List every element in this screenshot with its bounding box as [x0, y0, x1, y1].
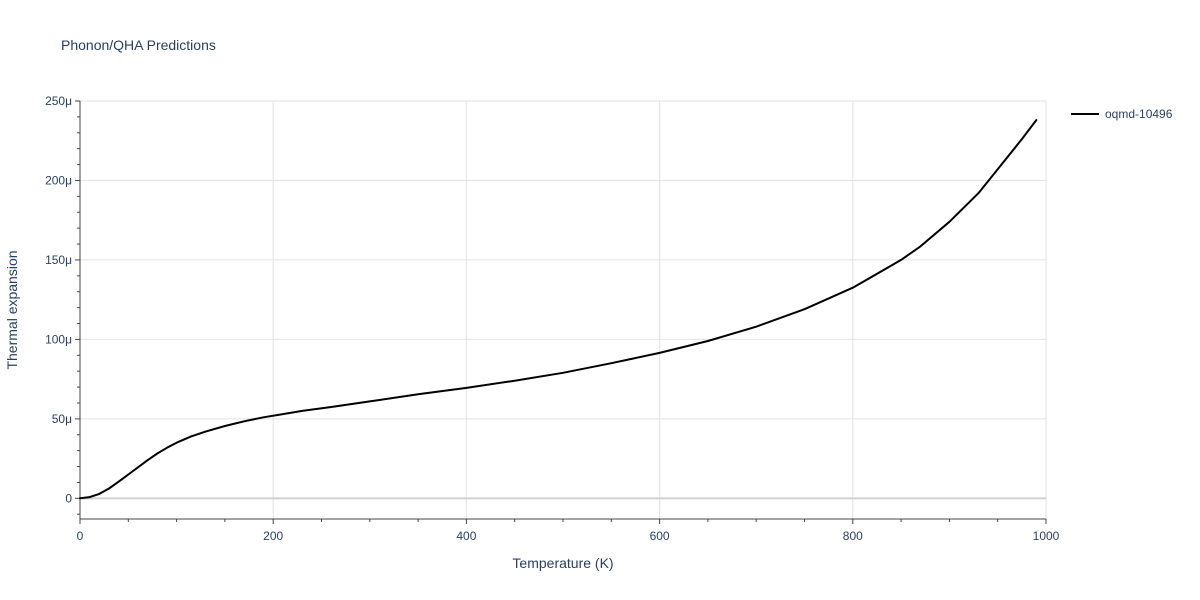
x-tick-label: 0 — [77, 529, 84, 543]
x-tick-label: 1000 — [1033, 529, 1060, 543]
legend-label: oqmd-10496 — [1105, 107, 1173, 121]
x-axis-title: Temperature (K) — [512, 555, 613, 571]
y-tick-label: 250μ — [45, 94, 72, 108]
y-tick-label: 150μ — [45, 253, 72, 267]
y-tick-label: 100μ — [45, 332, 72, 346]
legend[interactable]: oqmd-10496 — [1071, 107, 1173, 121]
y-tick-label: 200μ — [45, 173, 72, 187]
axes — [75, 100, 1047, 524]
x-tick-label: 200 — [263, 529, 283, 543]
y-axis-title: Thermal expansion — [4, 250, 20, 369]
x-tick-label: 800 — [843, 529, 863, 543]
y-tick-label: 50μ — [52, 412, 72, 426]
tick-labels: 0 200 400 600 800 1000 0 50μ 100μ 150μ 200μ 250μ — [45, 94, 1060, 543]
y-tick-label: 0 — [65, 491, 72, 505]
chart-title: Phonon/QHA Predictions — [61, 37, 216, 53]
plot-area — [79, 119, 1038, 500]
x-tick-label: 600 — [650, 529, 670, 543]
x-tick-label: 400 — [456, 529, 476, 543]
series-line — [79, 119, 1038, 500]
grid — [80, 100, 1047, 519]
